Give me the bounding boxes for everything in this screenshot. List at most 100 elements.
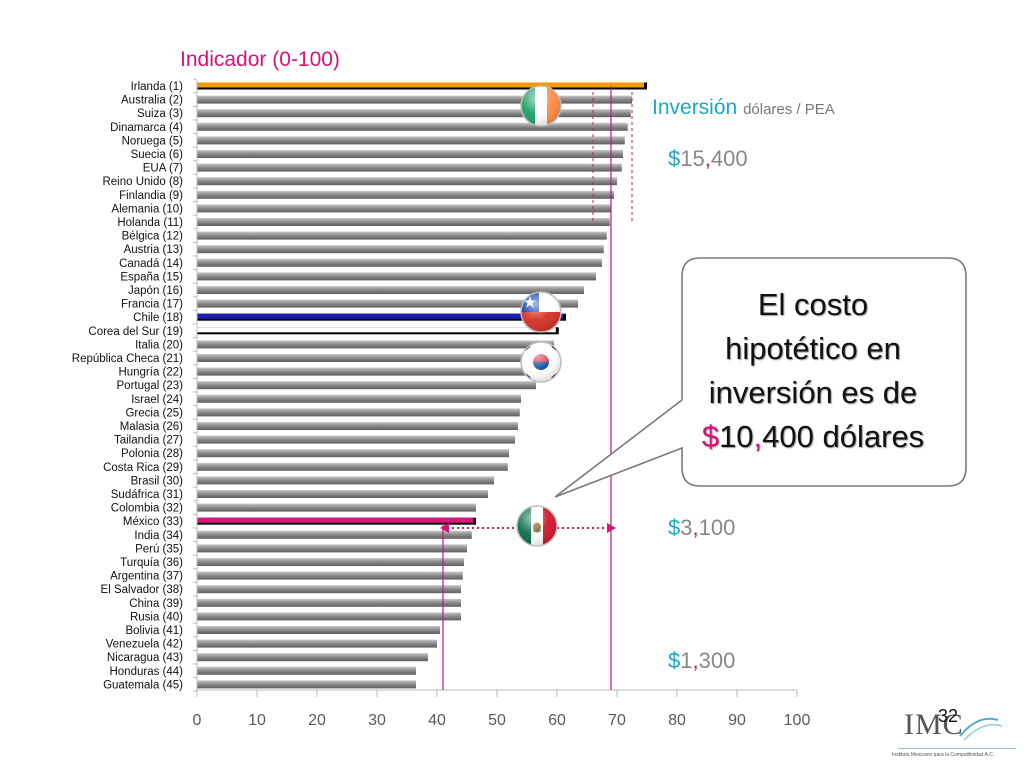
bar xyxy=(197,612,461,621)
category-label: Dinamarca (4) xyxy=(110,122,183,134)
bar xyxy=(197,136,625,145)
callout-line-3: inversión es de xyxy=(708,375,918,410)
category-label: Grecia (25) xyxy=(125,407,183,419)
bar xyxy=(197,462,508,471)
logo-divider xyxy=(898,748,1016,749)
bar-highlight xyxy=(197,82,644,88)
category-label: Corea del Sur (19) xyxy=(88,326,183,338)
category-label: Costa Rica (29) xyxy=(103,462,183,474)
category-label: Rusia (40) xyxy=(130,611,183,623)
logo-wordmark: IMC xyxy=(904,708,964,741)
category-label: Guatemala (45) xyxy=(103,679,183,691)
callout-line-1: El costo xyxy=(757,287,869,322)
category-label: Argentina (37) xyxy=(110,571,183,583)
x-tick-label: 40 xyxy=(428,712,446,729)
bar xyxy=(197,122,628,131)
investment-label: Inversión dólares / PEA xyxy=(652,96,835,120)
bar xyxy=(197,177,617,186)
category-label: Finlandia (9) xyxy=(119,190,183,202)
category-label: Reino Unido (8) xyxy=(102,176,183,188)
mexico-flag-icon xyxy=(516,505,558,547)
category-label: El Salvador (38) xyxy=(101,584,184,596)
category-label: España (15) xyxy=(120,271,183,283)
bar xyxy=(197,340,554,349)
bar xyxy=(197,435,515,444)
investment-amount-mexico: $3,100 xyxy=(668,515,735,541)
bar xyxy=(197,530,472,539)
category-label: Holanda (11) xyxy=(117,217,183,229)
bar xyxy=(197,503,476,512)
category-label: México (33) xyxy=(123,516,183,528)
bar xyxy=(197,571,463,580)
x-axis: 0 10 20 30 40 50 60 70 80 90 100 xyxy=(193,78,811,729)
x-tick-label: 90 xyxy=(728,712,746,729)
category-label: Portugal (23) xyxy=(117,380,184,392)
bar xyxy=(197,381,536,390)
bar xyxy=(197,422,518,430)
bars-group xyxy=(197,82,647,689)
category-label: Austria (13) xyxy=(124,244,184,256)
imco-logo: IMC Instituto Mexicano para la Competiti… xyxy=(892,706,1016,762)
bar xyxy=(197,639,437,648)
x-tick-label: 70 xyxy=(608,712,626,729)
amount-after: 300 xyxy=(698,648,736,673)
bar xyxy=(197,490,488,498)
category-label: Nicaragua (43) xyxy=(107,652,183,664)
amount-sep: , xyxy=(692,648,699,673)
page-number: 32 xyxy=(938,706,959,726)
ireland-flag-icon xyxy=(520,85,562,127)
chart-title: Indicador (0-100) xyxy=(180,48,340,71)
bar xyxy=(197,367,542,376)
bar xyxy=(197,585,461,594)
callout-currency: $ xyxy=(701,419,720,454)
currency-symbol: $ xyxy=(668,515,681,540)
callout-line-4: $10,400 dólares xyxy=(672,415,954,459)
amount-sep: , xyxy=(692,515,699,540)
bar xyxy=(197,286,584,294)
x-tick-label: 20 xyxy=(308,712,326,729)
category-label: Israel (24) xyxy=(131,394,183,406)
bar xyxy=(197,95,632,104)
bar xyxy=(197,299,578,308)
bar-highlight xyxy=(197,313,563,319)
bar xyxy=(197,354,551,362)
bar xyxy=(197,598,461,607)
callout-bubble xyxy=(554,257,967,498)
currency-symbol: $ xyxy=(668,648,681,673)
bar xyxy=(197,163,622,172)
category-label: Sudáfrica (31) xyxy=(111,489,183,501)
category-label: Polonia (28) xyxy=(121,448,183,460)
category-label: Venezuela (42) xyxy=(106,639,184,651)
reference-lines xyxy=(442,86,633,690)
category-label: Tailandia (27) xyxy=(114,435,183,447)
category-label: Chile (18) xyxy=(133,312,183,324)
callout-sep: , xyxy=(753,419,763,454)
bar xyxy=(197,408,520,417)
bar xyxy=(197,150,623,158)
category-label: Canadá (14) xyxy=(119,258,183,270)
bar xyxy=(197,476,494,485)
x-tick-label: 80 xyxy=(668,712,686,729)
x-tick-label: 100 xyxy=(784,712,811,729)
category-label: Bélgica (12) xyxy=(122,231,184,243)
category-label: Francia (17) xyxy=(121,299,183,311)
category-label: Italia (20) xyxy=(135,339,183,351)
category-label: Suiza (3) xyxy=(137,108,183,120)
bar-highlight xyxy=(197,327,556,333)
bar xyxy=(197,626,440,634)
investment-amount-high: $15,400 xyxy=(668,146,748,172)
x-tick-label: 60 xyxy=(548,712,566,729)
bar xyxy=(197,272,596,281)
logo-subtitle: Instituto Mexicano para la Competitivida… xyxy=(892,752,995,758)
bar xyxy=(197,190,614,199)
bar xyxy=(197,666,416,675)
category-label: Hungría (22) xyxy=(118,367,183,379)
category-label: Australia (2) xyxy=(121,95,183,107)
category-label: India (34) xyxy=(134,530,183,542)
bar xyxy=(197,449,509,458)
category-label: Suecia (6) xyxy=(131,149,184,161)
bar xyxy=(197,653,428,662)
bar xyxy=(197,258,602,267)
bar-highlight xyxy=(197,517,473,523)
